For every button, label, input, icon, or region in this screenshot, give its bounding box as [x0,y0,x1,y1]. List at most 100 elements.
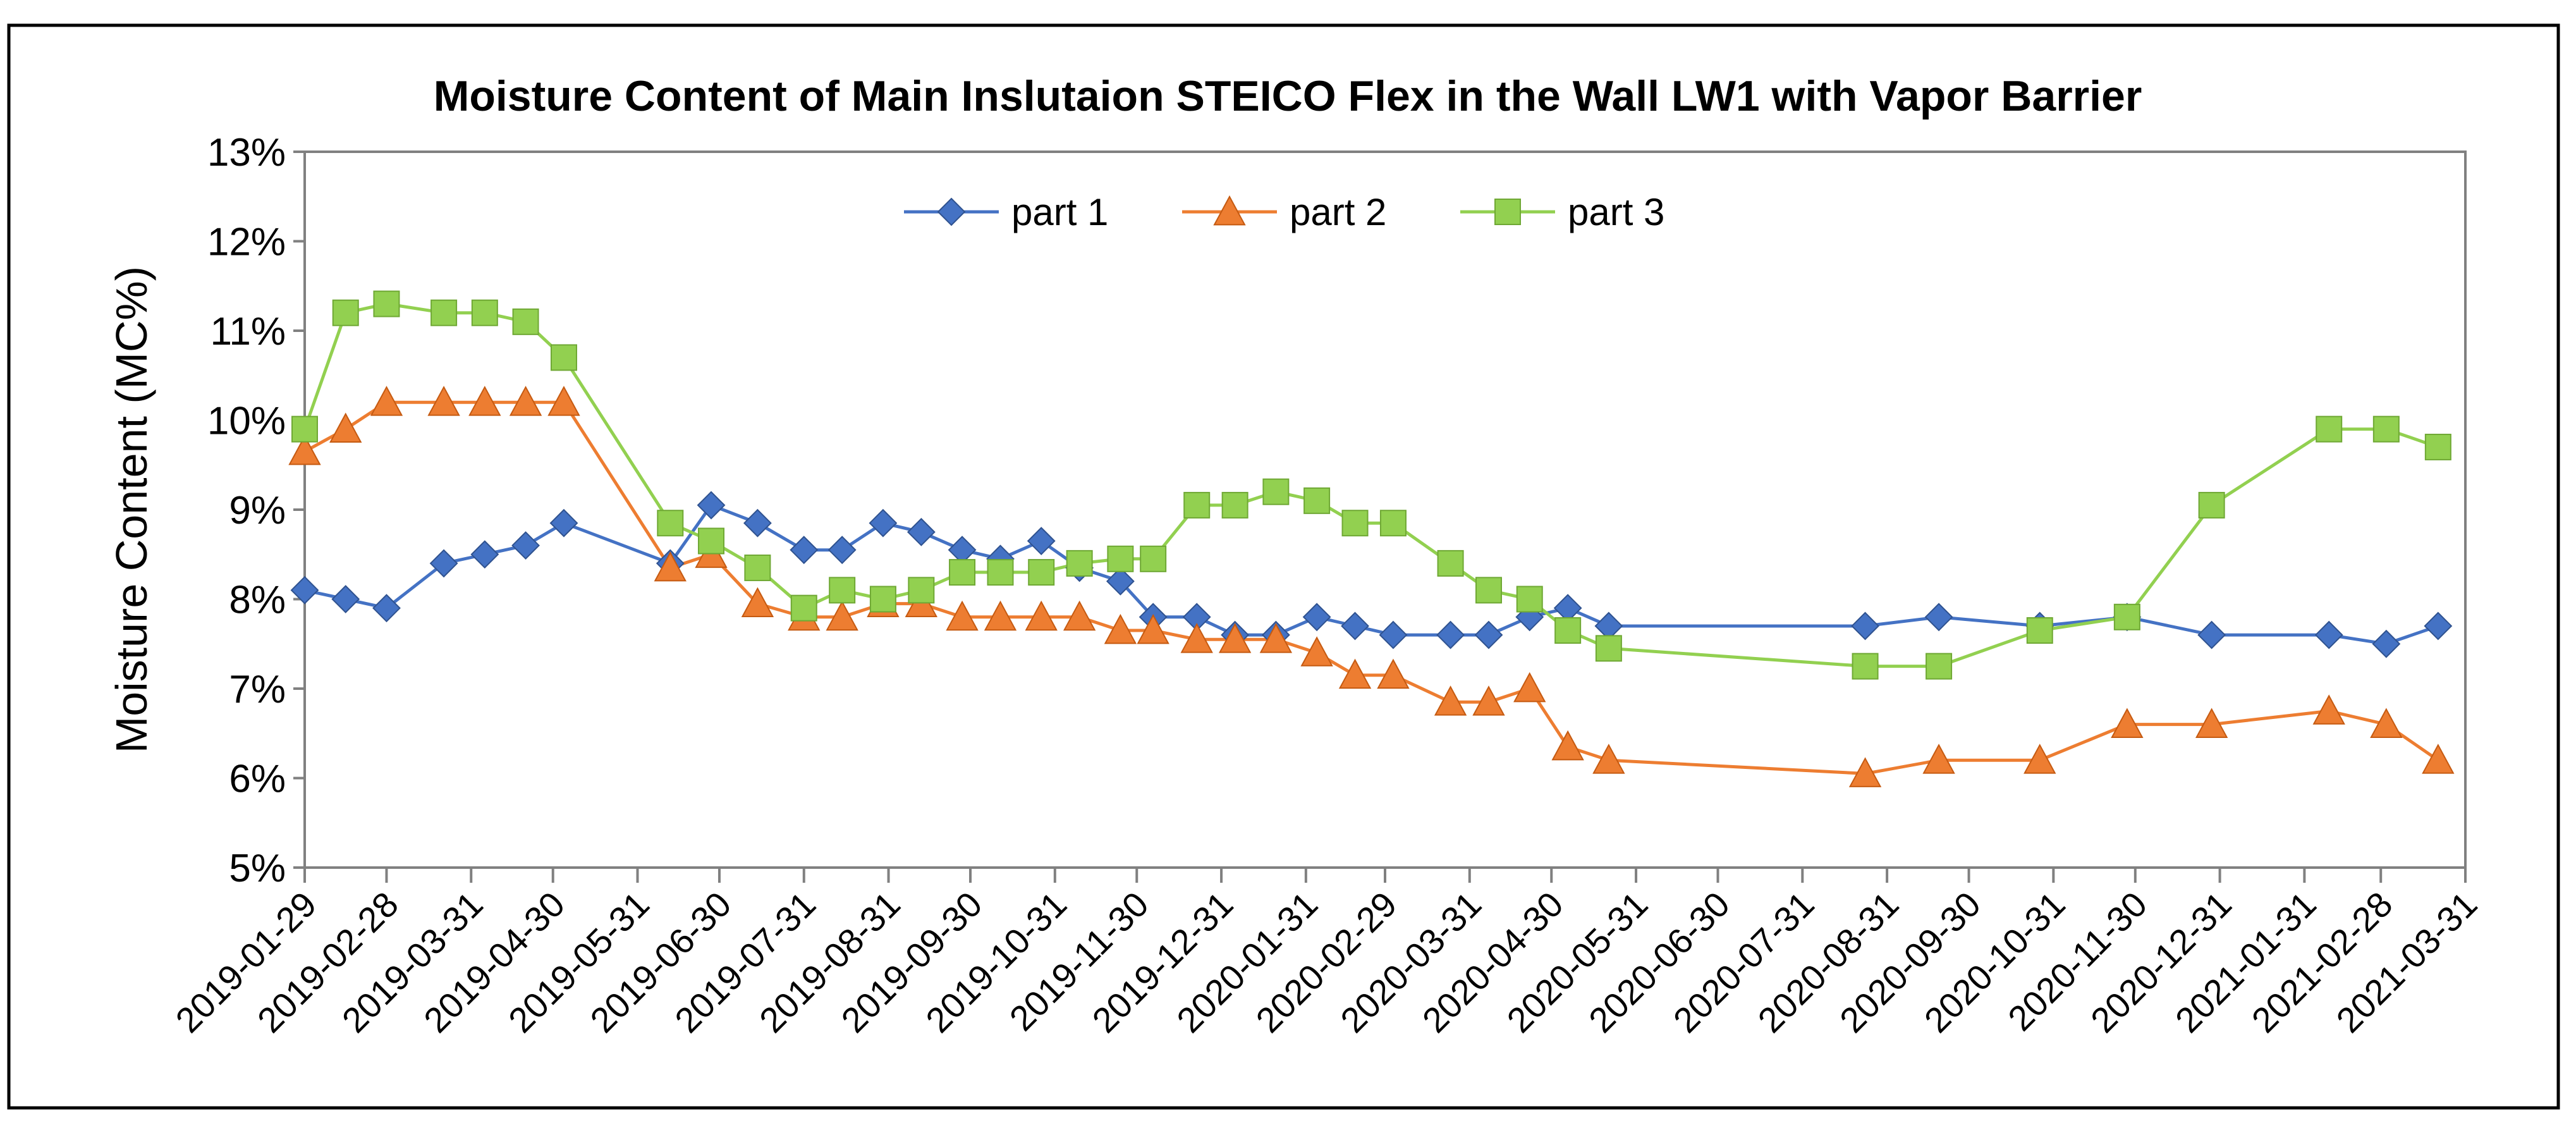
data-point-part-1 [1924,603,1953,632]
data-point-part-3 [790,594,817,622]
data-point-part-1 [1106,567,1135,596]
data-point-part-3 [332,299,359,326]
data-point-part-3 [2372,415,2400,443]
data-point-part-2 [370,386,403,416]
data-point-part-2 [2370,708,2403,738]
data-point-part-3 [1852,653,1879,680]
data-point-part-2 [1377,658,1410,689]
data-point-part-3 [550,344,577,371]
data-point-part-3 [471,299,498,326]
data-point-part-2 [1300,636,1333,666]
legend-label: part 3 [1568,191,1664,233]
data-point-part-3 [2198,491,2225,519]
series-markers [288,290,2455,787]
data-point-part-1 [2197,620,2226,649]
data-point-part-2 [1551,730,1584,761]
legend-label: part 1 [1011,191,1108,233]
data-point-part-1 [1851,611,1879,641]
legend-label: part 2 [1290,191,1386,233]
data-point-part-3 [1262,478,1290,505]
data-point-part-2 [1025,600,1058,631]
data-point-part-1 [906,517,936,546]
data-point-part-1 [372,594,401,623]
data-point-part-1 [2424,611,2453,641]
data-point-part-2 [329,412,362,443]
data-point-part-1 [429,549,458,578]
data-point-part-1 [1302,603,1331,632]
legend-entry-part-1: part 1 [904,191,1108,233]
y-axis-label: Moisture Content (MC%) [107,266,156,753]
data-point-part-3 [657,510,684,537]
data-point-part-3 [869,586,896,613]
y-tick-label: 11% [211,310,286,353]
y-tick-label: 8% [229,579,286,622]
data-point-part-3 [1379,510,1407,537]
data-point-part-3 [1595,635,1622,662]
data-point-part-1 [869,508,898,537]
y-tick-label: 5% [229,847,286,890]
data-point-part-3 [2424,433,2451,460]
y-tick-label: 9% [229,489,286,532]
data-point-part-2 [547,386,580,416]
data-point-part-2 [1137,613,1169,644]
data-point-part-2 [427,386,460,416]
data-point-part-1 [827,536,857,565]
data-point-part-1 [790,536,819,565]
data-point-part-3 [1475,577,1502,604]
data-point-part-2 [2024,744,2056,774]
data-point-part-2 [1513,672,1546,703]
data-point-part-1 [1436,620,1465,649]
legend-marker [1494,199,1521,225]
data-point-part-1 [511,531,540,560]
data-point-part-3 [698,527,725,555]
data-point-part-2 [1922,744,1955,774]
y-tick-label: 7% [229,668,286,711]
data-point-part-1 [1341,611,1369,641]
data-point-part-3 [1066,550,1093,577]
data-point-part-2 [1218,623,1252,653]
data-point-part-1 [1474,620,1503,649]
legend-marker [937,197,966,226]
data-point-part-3 [1341,510,1369,537]
legend: part 1 part 2 part 3 [904,191,1664,233]
data-point-part-3 [430,299,458,326]
data-point-part-3 [987,559,1014,586]
data-point-part-2 [1104,613,1137,644]
data-point-part-3 [1183,491,1211,519]
data-point-part-3 [291,415,318,443]
data-point-part-1 [290,575,319,605]
legend-marker [1213,195,1246,226]
data-point-part-3 [1140,545,1167,572]
data-point-part-3 [373,290,400,317]
data-point-part-2 [509,386,542,416]
data-point-part-2 [1472,685,1505,716]
data-point-part-3 [744,554,771,581]
data-point-part-3 [2026,617,2053,644]
data-point-part-1 [2314,620,2343,649]
data-point-part-1 [470,540,499,569]
data-point-part-3 [2113,603,2140,630]
data-point-part-2 [468,386,501,416]
data-point-part-3 [829,577,856,604]
data-point-part-2 [654,551,687,582]
data-point-part-1 [743,508,772,537]
data-point-part-2 [1180,623,1213,653]
data-point-part-2 [984,600,1017,631]
data-point-part-1 [1379,620,1408,649]
y-axis: 5% 6% 7% 8% 9% 10% 11% 12% 13% [207,131,306,890]
data-point-part-3 [512,308,539,335]
data-point-part-2 [2195,708,2228,738]
legend-entry-part-3: part 3 [1460,191,1664,233]
y-tick-label: 6% [229,758,286,801]
data-point-part-1 [549,508,578,537]
data-point-part-2 [1259,623,1293,653]
data-point-part-3 [1107,545,1134,572]
data-point-part-2 [2422,744,2455,774]
data-point-part-2 [288,434,321,465]
data-point-part-3 [1028,559,1055,586]
data-point-part-2 [741,587,774,617]
data-point-part-1 [1027,527,1056,555]
data-point-part-3 [908,577,935,604]
